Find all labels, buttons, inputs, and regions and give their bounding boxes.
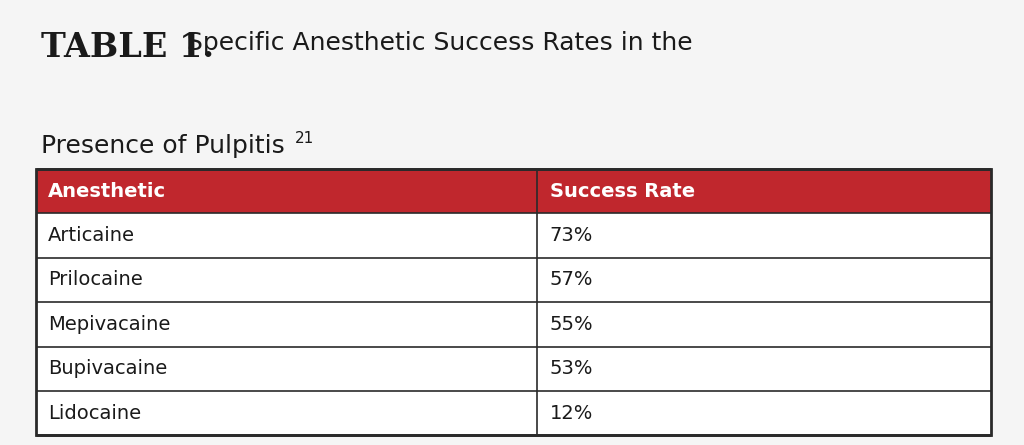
Text: TABLE 1.: TABLE 1. (41, 31, 214, 64)
Text: Presence of Pulpitis: Presence of Pulpitis (41, 134, 285, 158)
Text: 12%: 12% (550, 404, 593, 423)
Bar (36, 302, 991, 347)
Bar (36, 169, 991, 214)
Bar (36, 347, 991, 391)
Text: Mepivacaine: Mepivacaine (48, 315, 171, 334)
Text: 73%: 73% (550, 226, 593, 245)
Text: Bupivacaine: Bupivacaine (48, 359, 167, 378)
Bar (36, 169, 991, 435)
Text: 21: 21 (295, 131, 314, 146)
Bar (36, 214, 991, 258)
Text: Articaine: Articaine (48, 226, 135, 245)
Text: 55%: 55% (550, 315, 593, 334)
Text: Lidocaine: Lidocaine (48, 404, 141, 423)
Text: Prilocaine: Prilocaine (48, 271, 143, 290)
Bar (36, 258, 991, 302)
Bar (36, 391, 991, 435)
Text: 53%: 53% (550, 359, 593, 378)
Text: Anesthetic: Anesthetic (48, 182, 166, 201)
Text: Success Rate: Success Rate (550, 182, 695, 201)
Text: Specific Anesthetic Success Rates in the: Specific Anesthetic Success Rates in the (179, 31, 693, 55)
Text: 57%: 57% (550, 271, 593, 290)
